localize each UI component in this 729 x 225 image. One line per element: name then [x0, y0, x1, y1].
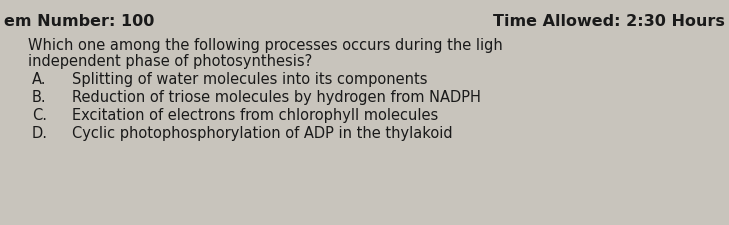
Text: Excitation of electrons from chlorophyll molecules: Excitation of electrons from chlorophyll… — [72, 108, 438, 122]
Text: B.: B. — [32, 90, 47, 105]
Text: A.: A. — [32, 72, 47, 87]
Text: Cyclic photophosphorylation of ADP in the thylakoid: Cyclic photophosphorylation of ADP in th… — [72, 126, 453, 140]
Text: Splitting of water molecules into its components: Splitting of water molecules into its co… — [72, 72, 427, 87]
Text: Time Allowed: 2:30 Hours: Time Allowed: 2:30 Hours — [493, 14, 725, 29]
Text: C.: C. — [32, 108, 47, 122]
Text: independent phase of photosynthesis?: independent phase of photosynthesis? — [28, 54, 312, 69]
Text: Reduction of triose molecules by hydrogen from NADPH: Reduction of triose molecules by hydroge… — [72, 90, 481, 105]
Text: D.: D. — [32, 126, 48, 140]
Text: em Number: 100: em Number: 100 — [4, 14, 155, 29]
Text: Which one among the following processes occurs during the ligh: Which one among the following processes … — [28, 38, 503, 53]
